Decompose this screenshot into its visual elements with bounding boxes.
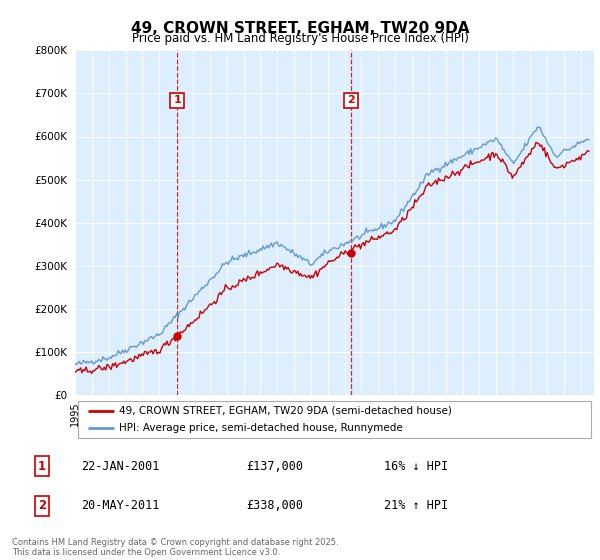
Text: 1: 1	[38, 460, 46, 473]
Text: 2: 2	[38, 500, 46, 512]
Text: Contains HM Land Registry data © Crown copyright and database right 2025.
This d: Contains HM Land Registry data © Crown c…	[12, 538, 338, 557]
Text: 2: 2	[347, 95, 355, 105]
FancyBboxPatch shape	[77, 402, 592, 437]
Text: 20-MAY-2011: 20-MAY-2011	[81, 500, 160, 512]
Text: 16% ↓ HPI: 16% ↓ HPI	[384, 460, 448, 473]
Text: 21% ↑ HPI: 21% ↑ HPI	[384, 500, 448, 512]
Text: 1: 1	[173, 95, 181, 105]
Text: HPI: Average price, semi-detached house, Runnymede: HPI: Average price, semi-detached house,…	[119, 423, 403, 433]
Text: £137,000: £137,000	[246, 460, 303, 473]
Text: 22-JAN-2001: 22-JAN-2001	[81, 460, 160, 473]
Text: Price paid vs. HM Land Registry's House Price Index (HPI): Price paid vs. HM Land Registry's House …	[131, 32, 469, 45]
Text: 49, CROWN STREET, EGHAM, TW20 9DA: 49, CROWN STREET, EGHAM, TW20 9DA	[131, 21, 469, 36]
Text: £338,000: £338,000	[246, 500, 303, 512]
Text: 49, CROWN STREET, EGHAM, TW20 9DA (semi-detached house): 49, CROWN STREET, EGHAM, TW20 9DA (semi-…	[119, 405, 452, 416]
